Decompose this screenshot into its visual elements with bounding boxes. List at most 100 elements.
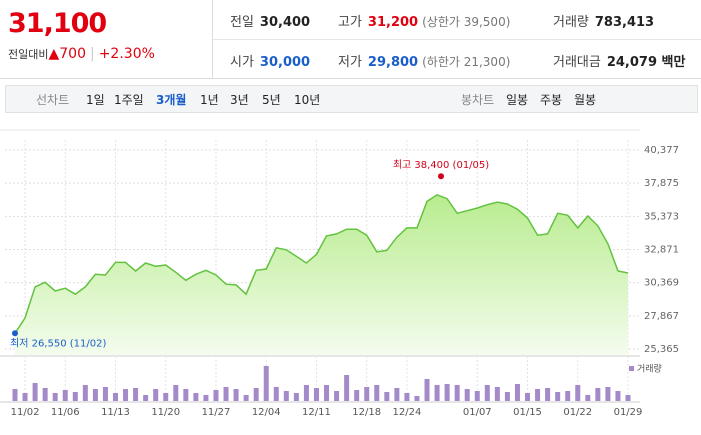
volume-bar [535, 389, 541, 401]
volume-bar [404, 393, 410, 401]
annotation: 최고 38,400 (01/05) [393, 159, 489, 171]
volume-bar [474, 391, 480, 401]
volume-bar [273, 387, 279, 401]
volume-bar [504, 392, 510, 401]
candle-tab[interactable]: 일봉 [506, 93, 529, 107]
volume-bar [112, 393, 118, 401]
price-line [14, 193, 629, 334]
volume-bar [283, 391, 289, 401]
volume-bar [545, 388, 551, 401]
period-tab[interactable]: 3개월 [156, 93, 187, 107]
quote: 거래대금 24,079 백만 [553, 51, 685, 70]
quote: 시가 30,000 [230, 51, 310, 70]
x-tick-label: 11/02 [11, 407, 40, 418]
volume-bar [52, 393, 58, 401]
candle-tab[interactable]: 월봉 [574, 93, 597, 107]
volume-bar [454, 385, 460, 401]
change-amount: ▲700 [48, 46, 86, 62]
volume-bar [494, 387, 500, 401]
volume-bar [615, 391, 621, 401]
volume-bar [253, 388, 259, 401]
volume-bar [163, 393, 169, 401]
volume-bar [605, 387, 611, 401]
x-tick-label: 12/11 [302, 407, 331, 418]
volume-bar [444, 384, 450, 401]
price-box: 31,100 전일대비▲700 | +2.30% [0, 0, 213, 78]
y-tick-label: 35,373 [644, 211, 679, 222]
volume-bar [293, 393, 299, 401]
volume-bar [173, 385, 179, 401]
period-tab[interactable]: 1년 [200, 93, 219, 107]
quote: 전일 30,400 [230, 11, 310, 30]
volume-bar [555, 392, 561, 401]
volume-bar [565, 391, 571, 401]
volume-bar [313, 388, 319, 401]
y-tick-label: 27,867 [644, 311, 679, 322]
candle-tab[interactable]: 주봉 [540, 93, 563, 107]
volume-bar [42, 388, 48, 401]
volume-bar [625, 395, 631, 401]
volume-bar [344, 375, 350, 401]
volume-bar [575, 385, 581, 401]
y-tick-label: 40,377 [644, 145, 679, 156]
x-tick-label: 12/04 [252, 407, 281, 418]
volume-bar [334, 391, 340, 401]
tab-heading: 봉차트 [461, 93, 495, 107]
quote-value: 30,400 [259, 15, 311, 30]
period-tab[interactable]: 3년 [230, 93, 249, 107]
x-tick-label: 11/20 [151, 407, 180, 418]
volume-bar [354, 390, 360, 401]
volume-bar [193, 393, 199, 401]
volume-bar [12, 389, 18, 401]
volume-bar [203, 395, 209, 401]
area [15, 194, 628, 355]
quote-label: 전일 [230, 15, 254, 30]
quote-note: (하한가 21,300) [422, 55, 511, 69]
current-price: 31,100 [8, 8, 107, 39]
quote-note: (상한가 39,500) [422, 15, 511, 29]
volume-bar [434, 385, 440, 401]
change: 전일대비▲700 | +2.30% [8, 46, 155, 62]
volume-bar [303, 385, 309, 401]
x-tick-label: 01/15 [513, 407, 542, 418]
tab-heading: 선차트 [36, 93, 70, 107]
volume-bar [133, 388, 139, 401]
quote-label: 거래량 [553, 15, 589, 30]
annotation-dot [12, 330, 18, 337]
period-tab[interactable]: 5년 [262, 93, 281, 107]
volume-bar [394, 388, 400, 401]
volume-bar [525, 393, 531, 401]
quote-label: 거래대금 [553, 55, 601, 70]
volume-bar [514, 384, 520, 401]
period-tab[interactable]: 1주일 [114, 93, 144, 107]
quote-label: 저가 [338, 55, 362, 70]
period-tab[interactable]: 10년 [294, 93, 321, 107]
y-tick-label: 32,871 [644, 245, 679, 256]
x-tick-label: 11/06 [51, 407, 80, 418]
volume-bar [374, 385, 380, 401]
x-tick-label: 12/24 [393, 407, 422, 418]
volume-bar [424, 379, 430, 401]
volume-bar [263, 366, 269, 401]
y-tick-label: 30,369 [644, 278, 679, 289]
change-rate: +2.30% [98, 46, 155, 62]
volume-bar [183, 389, 189, 401]
y-tick-label: 25,365 [644, 344, 679, 355]
period-tab[interactable]: 1일 [86, 93, 105, 107]
volume-bar [585, 395, 591, 401]
period-tabs: 선차트 1일 1주일 3개월 1년 3년 5년 10년 봉차트 일봉 주봉 월봉 [5, 85, 698, 113]
volume-bar [384, 392, 390, 401]
volume-bar [243, 395, 249, 401]
volume-bar [464, 389, 470, 401]
legend-label: 거래량 [637, 363, 662, 375]
x-tick-label: 11/13 [101, 407, 130, 418]
volume-bar [62, 390, 68, 401]
volume-bar [484, 385, 490, 401]
quote-value: 783,413 [594, 15, 655, 30]
volume-bar [143, 395, 149, 401]
x-tick-label: 01/29 [614, 407, 643, 418]
volume-bar [324, 385, 330, 401]
volume-bar [22, 393, 28, 401]
